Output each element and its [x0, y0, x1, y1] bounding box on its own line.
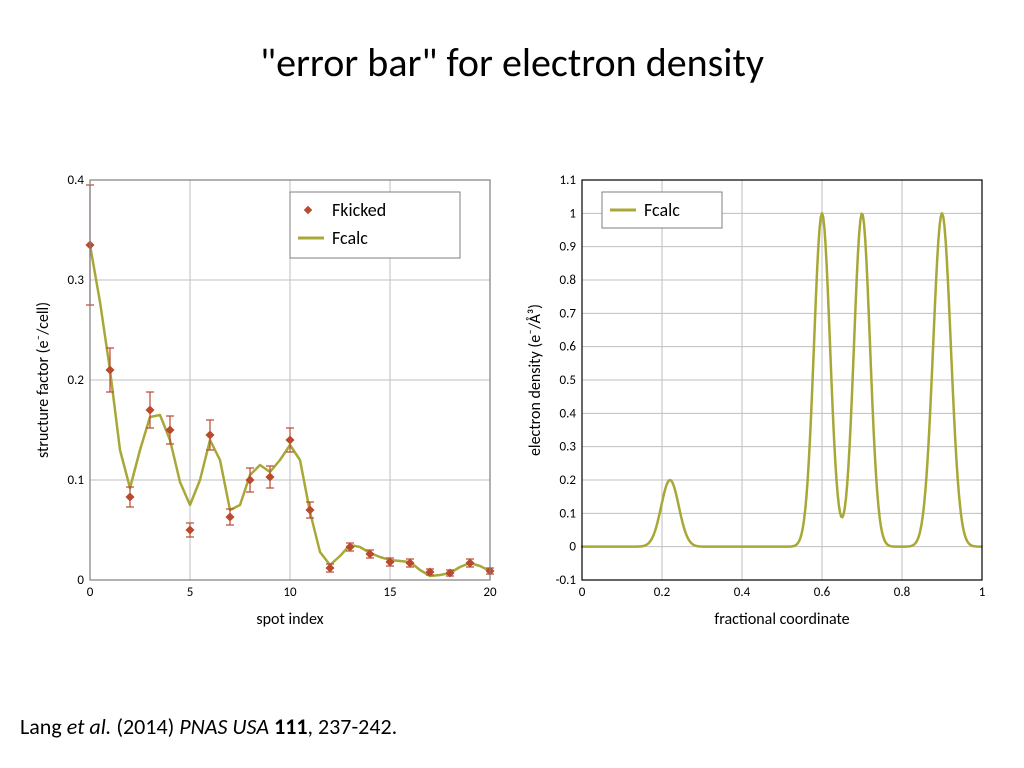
svg-text:Fkicked: Fkicked	[332, 199, 386, 221]
svg-text:0.9: 0.9	[560, 240, 577, 255]
svg-text:spot index: spot index	[256, 610, 323, 629]
svg-text:fractional coordinate: fractional coordinate	[714, 610, 849, 629]
svg-text:0.3: 0.3	[68, 273, 85, 288]
svg-text:structure factor (e⁻/cell): structure factor (e⁻/cell)	[34, 302, 53, 458]
citation: Lang et al. (2014) PNAS USA 111, 237-242…	[20, 713, 397, 740]
svg-text:0.4: 0.4	[734, 585, 751, 600]
svg-text:-0.1: -0.1	[556, 573, 576, 588]
svg-text:1: 1	[569, 206, 576, 221]
svg-text:0.2: 0.2	[560, 473, 577, 488]
svg-text:0.8: 0.8	[894, 585, 911, 600]
svg-text:0.4: 0.4	[68, 173, 85, 188]
svg-text:0: 0	[77, 573, 84, 588]
citation-pages: , 237-242.	[308, 713, 398, 740]
slide: "error bar" for electron density 0510152…	[0, 0, 1024, 768]
svg-text:Fcalc: Fcalc	[332, 227, 368, 249]
svg-text:0.1: 0.1	[560, 506, 576, 521]
svg-text:0.2: 0.2	[68, 373, 85, 388]
svg-text:0.3: 0.3	[560, 440, 577, 455]
left-chart-panel: 0 5 10 15 20 0 0.1 0.2 0.3 0.4 spot index structure…	[30, 170, 502, 640]
svg-text:0: 0	[87, 585, 94, 600]
svg-text:1.1: 1.1	[560, 173, 576, 188]
charts-row: 0510152000.10.20.30.4spot indexstructure…	[30, 170, 994, 640]
svg-text:1: 1	[979, 585, 986, 600]
citation-authors: Lang	[20, 713, 67, 740]
svg-text:0.7: 0.7	[560, 306, 577, 321]
structure-factor-chart: 0 5 10 15 20 0 0.1 0.2 0.3 0.4 spot index structure…	[30, 170, 502, 640]
svg-text:0.6: 0.6	[560, 340, 577, 355]
svg-text:0.1: 0.1	[68, 473, 84, 488]
svg-text:10: 10	[283, 585, 297, 600]
citation-year: (2014)	[111, 713, 179, 740]
svg-text:Fcalc: Fcalc	[644, 199, 680, 221]
svg-text:15: 15	[383, 585, 396, 600]
svg-text:0: 0	[569, 540, 576, 555]
svg-text:0.2: 0.2	[654, 585, 671, 600]
svg-text:0.8: 0.8	[560, 273, 577, 288]
svg-text:20: 20	[483, 585, 497, 600]
electron-density-chart: 00.20.40.60.81-0.100.10.20.30.40.50.60.7…	[522, 170, 994, 640]
svg-text:0.6: 0.6	[814, 585, 831, 600]
citation-etal: et al.	[67, 713, 112, 740]
citation-volume: 111	[274, 713, 307, 740]
svg-text:0.4: 0.4	[560, 406, 577, 421]
citation-journal: PNAS USA	[179, 713, 274, 740]
right-chart-panel: 00.20.40.60.81-0.100.10.20.30.40.50.60.7…	[522, 170, 994, 640]
svg-text:5: 5	[187, 585, 194, 600]
page-title: "error bar" for electron density	[0, 38, 1024, 87]
svg-text:0.5: 0.5	[560, 373, 576, 388]
svg-text:electron density (e⁻/Å³): electron density (e⁻/Å³)	[526, 304, 545, 456]
svg-text:0: 0	[579, 585, 586, 600]
